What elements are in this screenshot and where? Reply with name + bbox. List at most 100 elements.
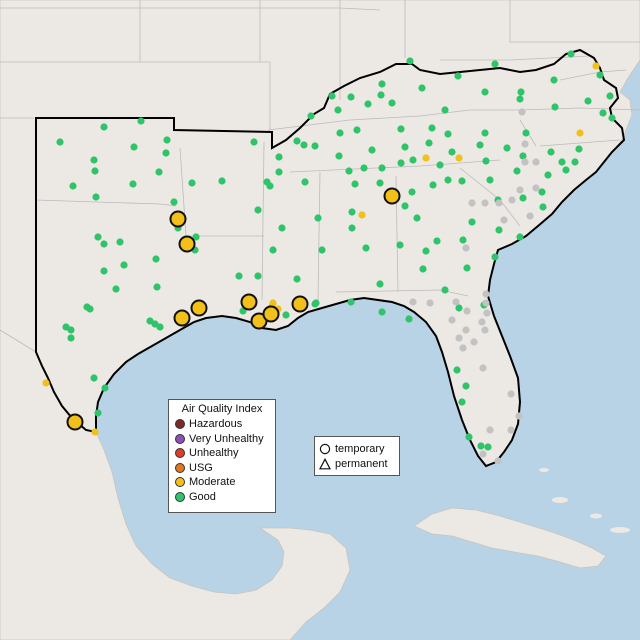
station-marker-good[interactable] bbox=[376, 280, 384, 288]
station-marker-moderate-temporary[interactable] bbox=[173, 309, 191, 327]
station-marker-good[interactable] bbox=[334, 106, 342, 114]
station-marker-good[interactable] bbox=[347, 298, 355, 306]
station-marker-moderate[interactable] bbox=[269, 299, 277, 307]
station-marker-good[interactable] bbox=[575, 145, 583, 153]
station-marker-good[interactable] bbox=[69, 182, 77, 190]
station-marker-good[interactable] bbox=[571, 158, 579, 166]
station-marker-good[interactable] bbox=[94, 233, 102, 241]
station-marker-good[interactable] bbox=[562, 166, 570, 174]
station-marker-good[interactable] bbox=[336, 129, 344, 137]
station-marker-moderate[interactable] bbox=[455, 154, 463, 162]
station-marker-no-data[interactable] bbox=[470, 338, 478, 346]
station-marker-good[interactable] bbox=[453, 366, 461, 374]
station-marker-no-data[interactable] bbox=[409, 298, 417, 306]
station-marker-good[interactable] bbox=[413, 214, 421, 222]
station-marker-good[interactable] bbox=[517, 88, 525, 96]
station-marker-good[interactable] bbox=[519, 152, 527, 160]
station-marker-no-data[interactable] bbox=[479, 364, 487, 372]
station-marker-no-data[interactable] bbox=[507, 390, 515, 398]
station-marker-good[interactable] bbox=[448, 148, 456, 156]
station-marker-good[interactable] bbox=[163, 136, 171, 144]
station-marker-no-data[interactable] bbox=[507, 426, 515, 434]
station-marker-good[interactable] bbox=[275, 153, 283, 161]
station-marker-good[interactable] bbox=[353, 126, 361, 134]
station-marker-good[interactable] bbox=[348, 208, 356, 216]
station-marker-moderate-temporary[interactable] bbox=[190, 299, 208, 317]
station-marker-good[interactable] bbox=[378, 80, 386, 88]
station-marker-good[interactable] bbox=[495, 226, 503, 234]
station-marker-good[interactable] bbox=[558, 158, 566, 166]
station-marker-good[interactable] bbox=[62, 323, 70, 331]
station-marker-no-data[interactable] bbox=[526, 212, 534, 220]
station-marker-good[interactable] bbox=[428, 124, 436, 132]
station-marker-good[interactable] bbox=[56, 138, 64, 146]
station-marker-no-data[interactable] bbox=[452, 298, 460, 306]
station-marker-good[interactable] bbox=[67, 334, 75, 342]
station-marker-moderate[interactable] bbox=[422, 154, 430, 162]
station-marker-good[interactable] bbox=[596, 71, 604, 79]
station-marker-good[interactable] bbox=[396, 241, 404, 249]
station-marker-good[interactable] bbox=[254, 272, 262, 280]
station-marker-good[interactable] bbox=[538, 188, 546, 196]
station-marker-good[interactable] bbox=[408, 188, 416, 196]
station-marker-good[interactable] bbox=[347, 93, 355, 101]
station-marker-good[interactable] bbox=[188, 179, 196, 187]
station-marker-moderate[interactable] bbox=[576, 129, 584, 137]
station-marker-good[interactable] bbox=[477, 442, 485, 450]
station-marker-good[interactable] bbox=[550, 76, 558, 84]
station-marker-good[interactable] bbox=[311, 300, 319, 308]
station-marker-good[interactable] bbox=[278, 224, 286, 232]
station-marker-good[interactable] bbox=[458, 177, 466, 185]
station-marker-good[interactable] bbox=[567, 50, 575, 58]
station-marker-no-data[interactable] bbox=[462, 326, 470, 334]
station-marker-good[interactable] bbox=[368, 146, 376, 154]
station-marker-good[interactable] bbox=[406, 57, 414, 65]
station-marker-good[interactable] bbox=[539, 203, 547, 211]
station-marker-good[interactable] bbox=[362, 244, 370, 252]
station-marker-good[interactable] bbox=[101, 384, 109, 392]
station-marker-good[interactable] bbox=[513, 167, 521, 175]
station-marker-good[interactable] bbox=[378, 164, 386, 172]
station-marker-good[interactable] bbox=[425, 139, 433, 147]
station-marker-good[interactable] bbox=[94, 409, 102, 417]
station-marker-good[interactable] bbox=[409, 156, 417, 164]
station-marker-no-data[interactable] bbox=[521, 140, 529, 148]
station-marker-good[interactable] bbox=[584, 97, 592, 105]
station-marker-good[interactable] bbox=[491, 253, 499, 261]
station-marker-no-data[interactable] bbox=[481, 326, 489, 334]
station-marker-good[interactable] bbox=[463, 264, 471, 272]
station-marker-good[interactable] bbox=[307, 112, 315, 120]
station-marker-good[interactable] bbox=[153, 283, 161, 291]
station-marker-no-data[interactable] bbox=[495, 199, 503, 207]
station-marker-good[interactable] bbox=[454, 72, 462, 80]
station-marker-no-data[interactable] bbox=[459, 344, 467, 352]
station-marker-good[interactable] bbox=[401, 143, 409, 151]
station-marker-good[interactable] bbox=[86, 305, 94, 313]
station-marker-no-data[interactable] bbox=[516, 186, 524, 194]
station-marker-good[interactable] bbox=[250, 138, 258, 146]
station-marker-moderate[interactable] bbox=[358, 211, 366, 219]
station-marker-good[interactable] bbox=[444, 130, 452, 138]
station-marker-good[interactable] bbox=[293, 137, 301, 145]
station-marker-good[interactable] bbox=[275, 168, 283, 176]
station-marker-moderate-temporary[interactable] bbox=[291, 295, 309, 313]
station-marker-no-data[interactable] bbox=[482, 290, 490, 298]
station-marker-good[interactable] bbox=[378, 308, 386, 316]
station-marker-good[interactable] bbox=[92, 193, 100, 201]
station-marker-good[interactable] bbox=[486, 176, 494, 184]
station-marker-good[interactable] bbox=[481, 88, 489, 96]
station-marker-no-data[interactable] bbox=[462, 244, 470, 252]
station-marker-good[interactable] bbox=[318, 246, 326, 254]
station-marker-good[interactable] bbox=[444, 176, 452, 184]
station-marker-good[interactable] bbox=[547, 148, 555, 156]
station-marker-good[interactable] bbox=[156, 323, 164, 331]
station-marker-moderate-temporary[interactable] bbox=[240, 293, 258, 311]
station-marker-good[interactable] bbox=[606, 92, 614, 100]
station-marker-good[interactable] bbox=[254, 206, 262, 214]
station-marker-good[interactable] bbox=[263, 178, 271, 186]
station-marker-good[interactable] bbox=[419, 265, 427, 273]
station-marker-good[interactable] bbox=[484, 443, 492, 451]
station-marker-no-data[interactable] bbox=[521, 158, 529, 166]
station-marker-good[interactable] bbox=[465, 433, 473, 441]
